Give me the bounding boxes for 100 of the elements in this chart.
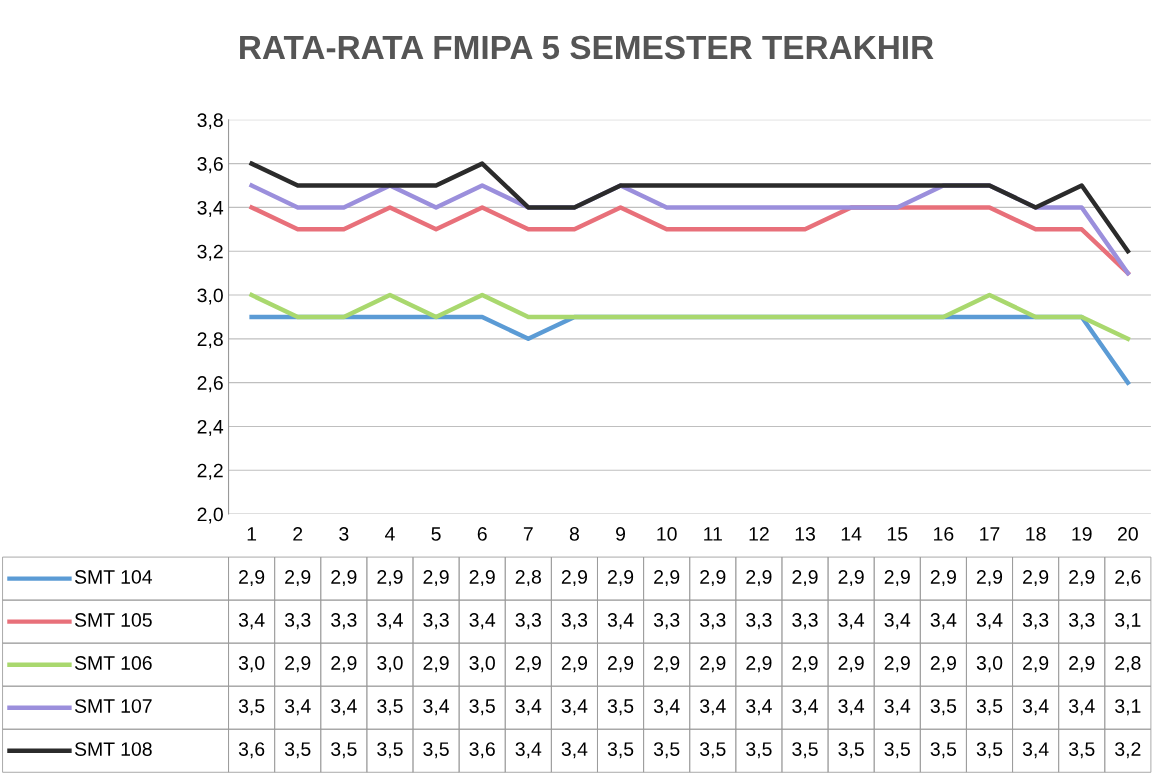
data-label: 3,6: [238, 742, 265, 759]
data-label: 2,9: [654, 656, 680, 673]
data-label: 3,5: [930, 699, 957, 716]
data-label: 3,1: [1115, 613, 1141, 630]
data-label: 3,4: [838, 613, 865, 630]
x-tick-label: 9: [616, 527, 626, 541]
data-label: 3,4: [331, 699, 357, 716]
data-label: 2,9: [423, 656, 449, 673]
data-label: 2,9: [1023, 656, 1049, 673]
data-label: 2,9: [377, 570, 403, 587]
data-label: 3,3: [423, 613, 449, 630]
data-label: 3,4: [930, 613, 957, 630]
legend-label: SMT 104: [74, 570, 153, 584]
data-label: 2,8: [1115, 656, 1141, 673]
data-label: 2,9: [561, 570, 588, 587]
x-tick-label: 19: [1072, 527, 1092, 541]
x-tick-label: 6: [477, 527, 487, 541]
data-label: 3,3: [284, 613, 311, 630]
data-label: 3,4: [377, 613, 403, 630]
data-label: 2,9: [285, 656, 311, 673]
data-label: 3,5: [700, 742, 726, 759]
y-tick-label: 2,0: [197, 507, 223, 524]
data-label: 3,5: [976, 742, 1003, 759]
data-label: 2,9: [285, 570, 311, 587]
data-label: 3,5: [469, 699, 495, 716]
data-label: 3,4: [238, 613, 265, 630]
data-label: 2,9: [331, 570, 357, 587]
data-label: 3,3: [746, 613, 772, 630]
legend-label: SMT 107: [74, 699, 152, 713]
legend-label: SMT 106: [74, 656, 152, 670]
data-label: 3,4: [653, 699, 680, 716]
chart-title: RATA-RATA FMIPA 5 SEMESTER TERAKHIR: [240, 35, 934, 60]
data-label: 3,2: [1115, 742, 1141, 759]
data-label: 3,0: [377, 656, 403, 673]
data-label: 3,5: [607, 742, 634, 759]
x-tick-label: 17: [980, 527, 1000, 541]
data-label: 2,9: [608, 656, 634, 673]
x-tick-label: 12: [749, 527, 769, 541]
data-label: 3,3: [1022, 613, 1049, 630]
data-label: 3,4: [561, 699, 588, 716]
data-label: 3,4: [884, 699, 911, 716]
x-tick-label: 15: [887, 527, 908, 541]
data-label: 2,9: [884, 656, 910, 673]
data-label: 2,9: [746, 656, 772, 673]
data-label: 2,9: [1069, 570, 1095, 587]
data-label: 2,9: [700, 570, 726, 587]
data-label: 2,9: [469, 570, 495, 587]
data-label: 2,9: [838, 570, 864, 587]
data-label: 3,5: [930, 742, 957, 759]
data-label: 3,4: [700, 699, 726, 716]
data-label: 3,5: [976, 699, 1003, 716]
data-label: 2,9: [239, 570, 265, 587]
y-tick-label: 2,8: [197, 332, 223, 349]
data-label: 3,5: [284, 742, 311, 759]
data-label: 3,1: [1115, 699, 1141, 716]
y-tick-label: 2,6: [197, 376, 223, 393]
x-tick-label: 8: [569, 527, 579, 541]
data-label: 2,9: [423, 570, 449, 587]
y-tick-label: 3,8: [197, 113, 223, 130]
data-label: 2,9: [331, 656, 357, 673]
x-tick-label: 5: [431, 527, 441, 541]
data-label: 2,8: [515, 570, 541, 587]
data-label: 3,3: [653, 613, 680, 630]
data-label: 3,4: [1022, 699, 1049, 716]
data-label: 3,5: [377, 742, 403, 759]
data-label: 3,5: [792, 742, 818, 759]
data-label: 3,4: [561, 742, 588, 759]
data-label: 3,5: [423, 742, 449, 759]
x-tick-label: 2: [293, 527, 303, 541]
data-label: 3,4: [746, 699, 772, 716]
data-label: 3,5: [746, 742, 772, 759]
x-tick-label: 1: [247, 527, 257, 541]
data-label: 2,9: [976, 570, 1003, 587]
data-label: 3,3: [1068, 613, 1095, 630]
data-label: 3,4: [469, 613, 496, 630]
x-tick-label: 11: [704, 527, 722, 541]
data-label: 2,9: [746, 570, 772, 587]
data-label: 2,6: [1115, 570, 1141, 587]
x-tick-label: 13: [795, 527, 815, 541]
data-label: 3,4: [1022, 742, 1049, 759]
x-tick-label: 4: [384, 527, 395, 541]
data-label: 3,3: [792, 613, 818, 630]
x-tick-label: 18: [1026, 527, 1046, 541]
data-label: 3,5: [1068, 742, 1095, 759]
x-tick-label: 3: [339, 527, 349, 541]
data-label: 3,4: [976, 613, 1003, 630]
data-label: 3,5: [238, 699, 265, 716]
legend-label: SMT 108: [74, 742, 152, 756]
data-label: 2,9: [515, 656, 541, 673]
x-tick-label: 20: [1118, 527, 1138, 541]
data-label: 2,9: [884, 570, 910, 587]
data-label: 3,3: [331, 613, 357, 630]
y-tick-label: 2,4: [197, 419, 224, 436]
x-tick-label: 14: [841, 527, 862, 541]
data-label: 3,4: [284, 699, 311, 716]
y-tick-label: 2,2: [197, 463, 223, 480]
data-label: 2,9: [930, 570, 956, 587]
data-label: 2,9: [838, 656, 864, 673]
data-label: 3,4: [838, 699, 865, 716]
data-label: 3,5: [838, 742, 864, 759]
